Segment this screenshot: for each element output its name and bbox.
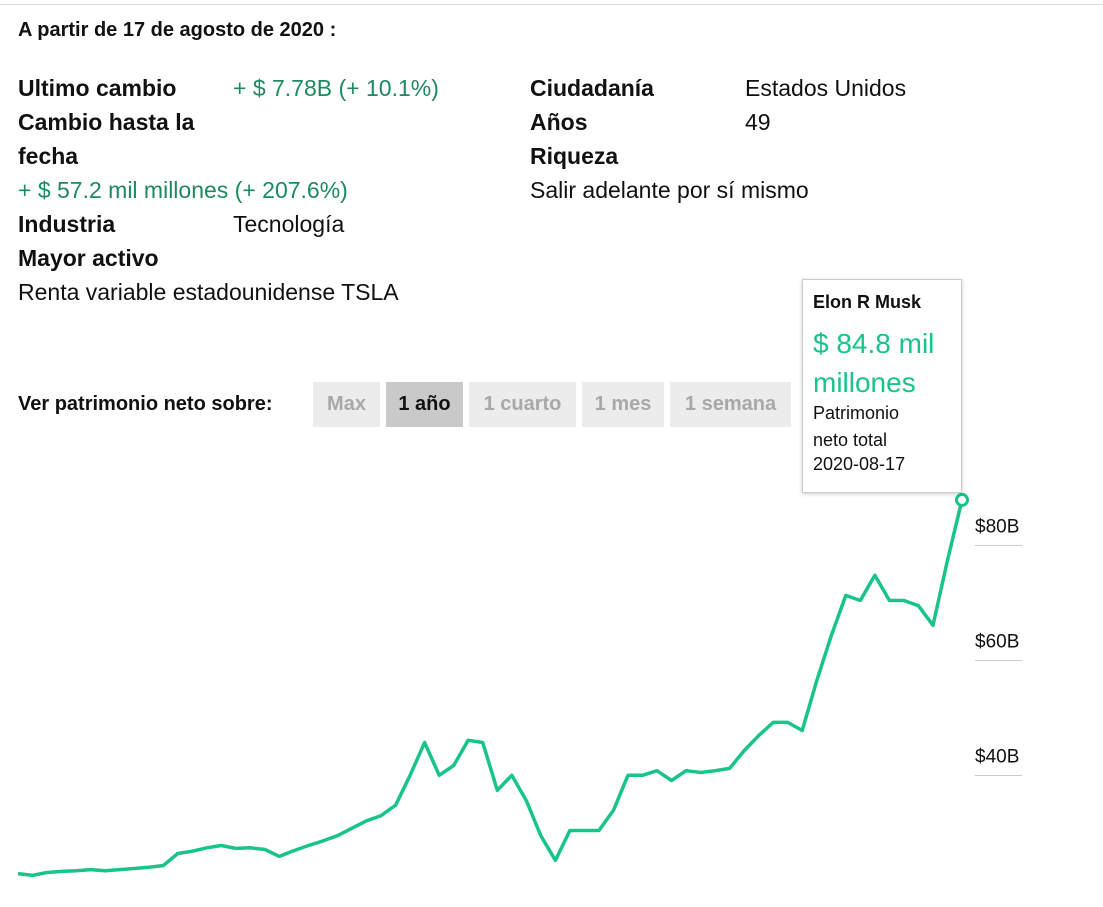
as-of: A partir de 17 de agosto de 2020 :	[18, 19, 337, 41]
tooltip-date: 2020-08-17	[813, 454, 906, 474]
line	[17, 499, 964, 878]
value: + $ 57.2 mil millones (+ 207.6%)	[18, 177, 348, 203]
tooltip-caption: Patrimonio neto total	[813, 403, 900, 450]
tooltip-name: Elon R Musk	[813, 292, 922, 312]
label: Ciudadanía	[530, 75, 654, 101]
label: Cambio hasta la fecha	[18, 109, 195, 169]
range-button[interactable]: 1 semana	[670, 382, 791, 427]
value: + $ 7.78B (+ 10.1%)	[233, 75, 439, 101]
tooltip-value: $ 84.8 mil millones	[813, 328, 935, 398]
label: Riqueza	[530, 143, 619, 169]
range-button[interactable]: 1 cuarto	[469, 382, 576, 427]
range-button[interactable]: 1 mes	[582, 382, 664, 427]
value: Estados Unidos	[745, 75, 907, 101]
value: Tecnología	[233, 211, 345, 237]
value: Salir adelante por sí mismo	[530, 177, 809, 203]
label: Industria	[18, 211, 116, 237]
tooltip: Elon R Musk $ 84.8 mil millones Patrimon…	[802, 279, 962, 493]
y-tick-label: $80B	[975, 517, 1019, 538]
value: Renta variable estadounidense TSLA	[18, 279, 399, 305]
top-rule	[0, 4, 1103, 5]
label: Años	[530, 109, 588, 135]
end-marker	[955, 492, 969, 507]
range-button[interactable]: Max	[313, 382, 380, 427]
label: Ultimo cambio	[18, 75, 177, 101]
range-label: Ver patrimonio neto sobre:	[18, 393, 273, 415]
y-tick-label: $40B	[975, 747, 1019, 768]
range-button[interactable]: 1 año	[386, 382, 463, 427]
y-tick-label: $60B	[975, 632, 1019, 653]
label: Mayor activo	[18, 245, 159, 271]
value: 49	[745, 109, 771, 135]
